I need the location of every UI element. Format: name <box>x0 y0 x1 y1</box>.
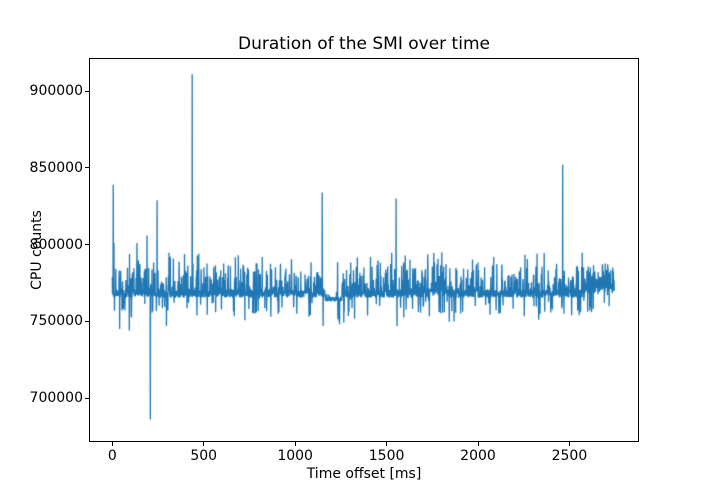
x-axis-label: Time offset [ms] <box>306 466 422 482</box>
y-tick-mark <box>85 90 89 92</box>
x-tick-mark <box>203 442 205 446</box>
data-series-line <box>90 59 638 441</box>
x-tick-label: 0 <box>107 448 117 464</box>
y-tick-label: 850000 <box>29 159 83 176</box>
y-tick-label: 750000 <box>29 313 83 330</box>
x-tick-label: 2500 <box>551 448 588 464</box>
y-tick-label: 700000 <box>29 390 83 407</box>
x-tick-label: 1500 <box>368 448 405 464</box>
x-tick-mark <box>477 442 479 446</box>
y-tick-mark <box>85 320 89 322</box>
x-tick-mark <box>568 442 570 446</box>
y-tick-mark <box>85 167 89 169</box>
y-tick-label: 900000 <box>29 83 83 100</box>
y-tick-mark <box>85 397 89 399</box>
x-tick-mark <box>294 442 296 446</box>
x-tick-mark <box>111 442 113 446</box>
x-tick-label: 1000 <box>277 448 313 464</box>
y-tick-label: 800000 <box>29 236 83 253</box>
chart-title: Duration of the SMI over time <box>238 34 490 54</box>
x-tick-label: 2000 <box>460 448 496 464</box>
plot-area <box>89 58 639 442</box>
y-tick-mark <box>85 244 89 246</box>
x-tick-mark <box>386 442 388 446</box>
x-tick-label: 500 <box>190 448 218 464</box>
